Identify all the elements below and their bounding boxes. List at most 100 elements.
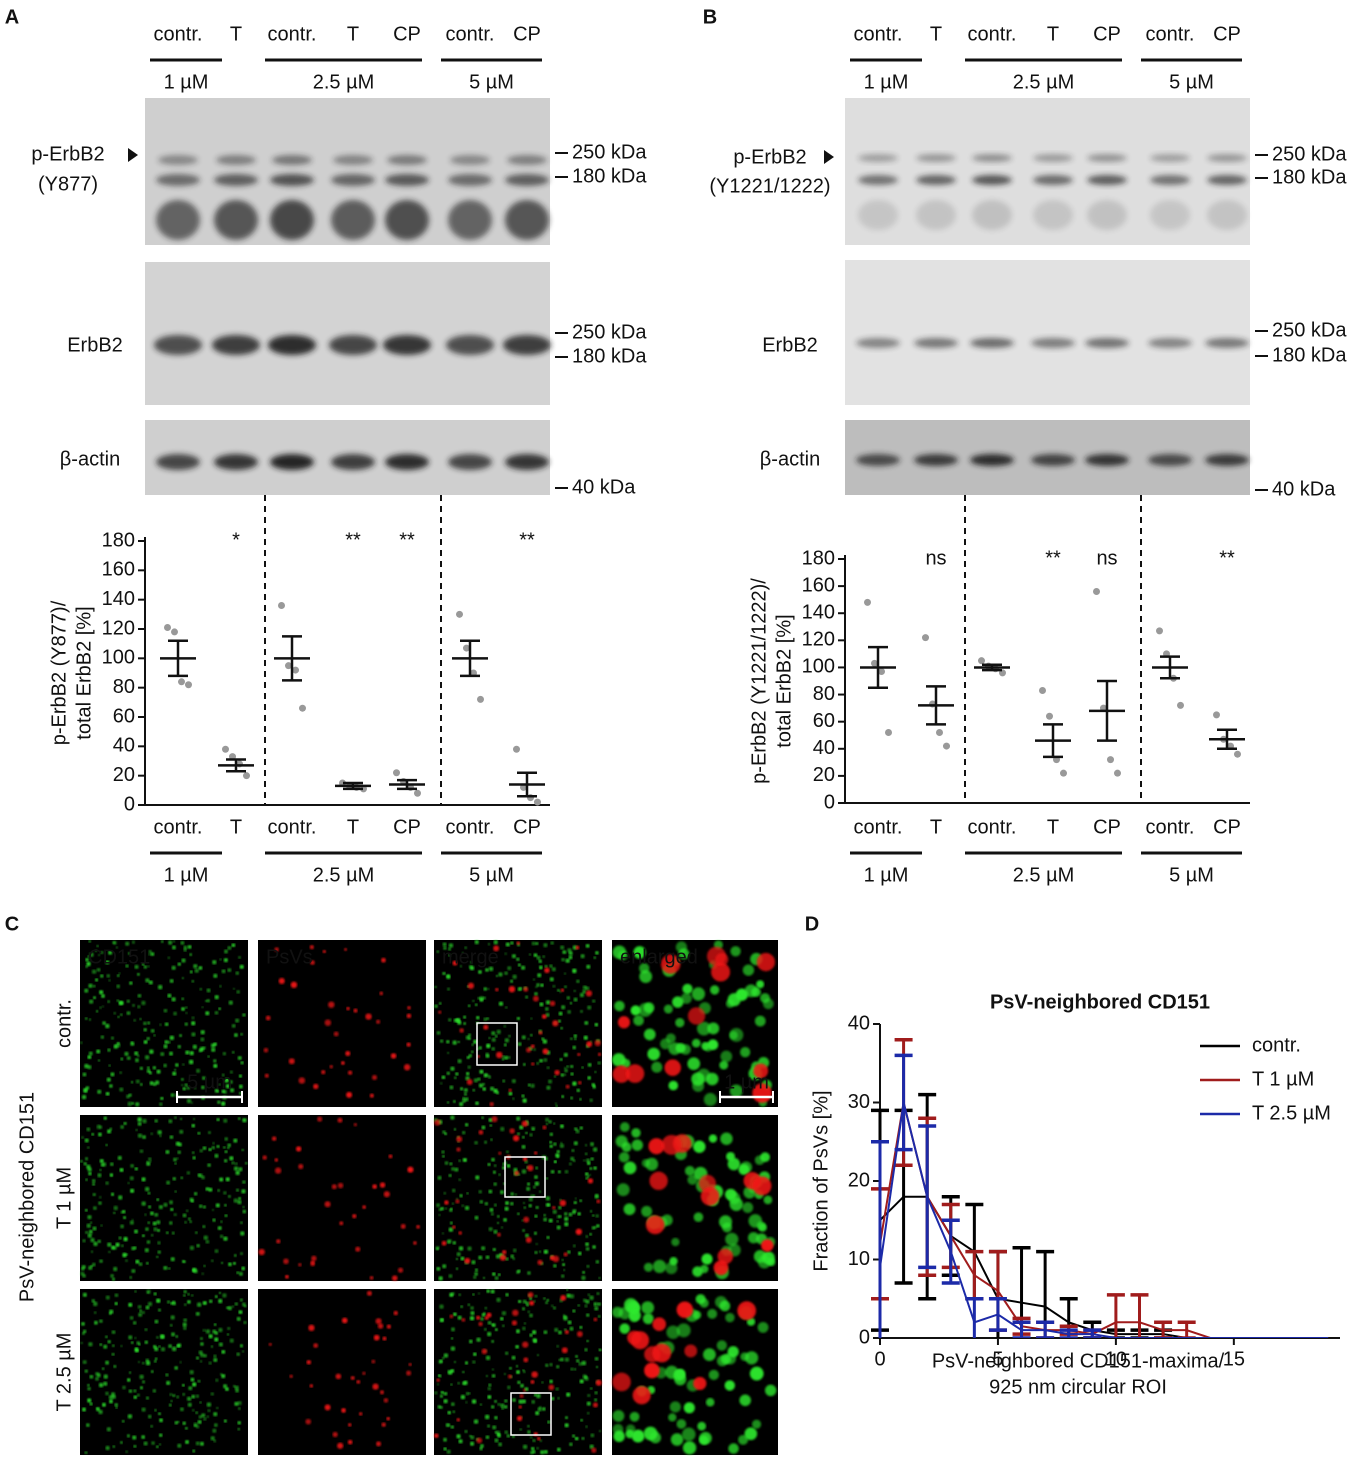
data-point [534, 798, 541, 806]
green-spot [238, 1407, 241, 1410]
green-spot [514, 1193, 517, 1196]
green-spot [191, 1294, 194, 1297]
green-spot [130, 1041, 135, 1046]
data-point [393, 769, 400, 777]
green-spot [153, 1034, 156, 1037]
green-spot [545, 1203, 550, 1207]
green-spot [165, 1231, 169, 1235]
green-spot [569, 1293, 575, 1299]
column-label: enlarged [620, 946, 698, 968]
green-spot [88, 1265, 93, 1271]
green-spot [489, 1208, 494, 1213]
green-spot [579, 992, 585, 998]
green-spot [494, 1276, 499, 1280]
group-label: 5 µM [1169, 864, 1214, 886]
green-spot [120, 1211, 123, 1214]
green-spot [195, 1231, 198, 1234]
green-spot [535, 942, 539, 946]
green-spot [201, 1076, 206, 1080]
red-spot [542, 1125, 547, 1130]
green-spot [134, 1337, 137, 1340]
green-spot [564, 1357, 570, 1362]
green-spot [207, 1131, 211, 1135]
green-spot [526, 1186, 531, 1191]
green-spot [120, 1057, 124, 1061]
green-spot [157, 1130, 162, 1135]
green-spot [174, 1190, 177, 1193]
green-spot [235, 971, 240, 975]
red-spot [761, 1239, 774, 1252]
significance: ** [1219, 547, 1235, 569]
red-spot [625, 1064, 645, 1083]
green-spot [85, 1231, 88, 1234]
green-spot [687, 1057, 701, 1071]
green-spot [81, 1094, 87, 1100]
red-spot [313, 1083, 319, 1090]
green-spot [532, 1185, 536, 1189]
green-spot [198, 966, 203, 970]
red-spot [455, 1199, 460, 1204]
green-spot [557, 1170, 561, 1174]
green-spot [491, 1323, 496, 1327]
marker-label: 180 kDa [1272, 344, 1347, 366]
green-spot [199, 1441, 204, 1446]
green-spot [707, 1039, 719, 1051]
green-spot [510, 979, 514, 983]
red-spot [578, 1080, 582, 1085]
significance: ns [1096, 547, 1117, 569]
green-spot [443, 1391, 448, 1396]
green-spot [580, 953, 585, 959]
green-spot [453, 1100, 456, 1103]
green-spot [545, 1363, 549, 1368]
green-spot [485, 1435, 490, 1439]
green-spot [112, 1277, 116, 1281]
green-spot [543, 1449, 548, 1454]
green-spot [556, 1365, 560, 1369]
green-spot [570, 1072, 574, 1076]
green-spot [169, 1393, 173, 1396]
green-spot [683, 1402, 695, 1414]
green-spot [147, 1221, 150, 1224]
green-spot [463, 1022, 467, 1025]
green-spot [553, 1122, 556, 1125]
green-spot [503, 1043, 507, 1047]
green-spot [136, 972, 140, 976]
red-spot [369, 1276, 374, 1280]
green-spot [199, 1360, 203, 1363]
green-spot [724, 1188, 737, 1201]
green-spot [153, 1292, 157, 1296]
green-spot [462, 1157, 467, 1163]
green-spot [744, 984, 758, 998]
green-spot [450, 1346, 456, 1351]
green-spot [488, 1037, 491, 1040]
green-spot [154, 1119, 158, 1123]
green-spot [643, 1426, 658, 1441]
green-spot [129, 1176, 134, 1181]
green-spot [138, 1312, 143, 1317]
green-spot [693, 1212, 704, 1222]
green-spot [570, 1064, 574, 1069]
y-tick-label: 10 [848, 1248, 870, 1270]
red-spot [337, 1117, 343, 1123]
red-spot [407, 1006, 411, 1010]
red-spot [365, 1013, 372, 1020]
green-spot [84, 1017, 88, 1020]
green-spot [144, 1055, 150, 1060]
green-spot [185, 1011, 188, 1014]
green-spot [462, 1097, 465, 1100]
green-spot [187, 1402, 192, 1407]
green-spot [586, 1411, 590, 1415]
green-spot [529, 1297, 533, 1300]
green-spot [727, 1346, 739, 1358]
green-spot [505, 942, 510, 947]
green-spot [545, 1301, 549, 1305]
green-spot [470, 960, 473, 964]
green-spot [119, 1071, 122, 1074]
green-spot [585, 1425, 588, 1428]
green-spot [496, 1029, 502, 1035]
green-spot [189, 1220, 192, 1224]
green-spot [639, 970, 653, 983]
green-spot [152, 1066, 157, 1070]
green-spot [213, 1059, 217, 1063]
green-spot [84, 1138, 89, 1143]
